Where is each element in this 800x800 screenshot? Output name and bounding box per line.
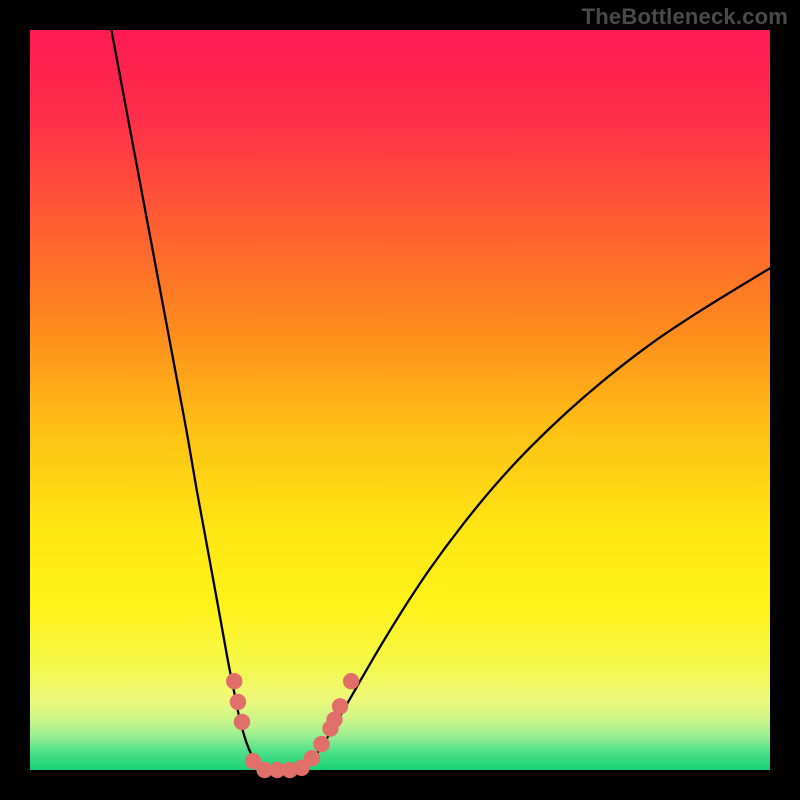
marker-right-2 [304,750,320,766]
bottleneck-chart [0,0,800,800]
chart-container: TheBottleneck.com [0,0,800,800]
marker-right-3 [313,736,329,752]
marker-left-2 [234,714,250,730]
marker-right-6 [332,698,348,714]
plot-background [30,30,770,770]
marker-left-0 [226,673,242,689]
marker-right-7 [343,673,359,689]
watermark-text: TheBottleneck.com [582,4,788,30]
marker-left-1 [230,694,246,710]
